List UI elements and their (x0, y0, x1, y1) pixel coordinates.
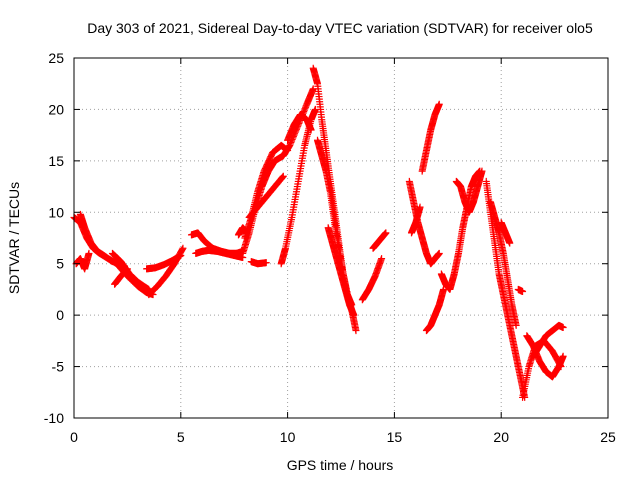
data-point (300, 106, 308, 114)
data-series-arc-31 (514, 285, 527, 295)
data-point (85, 249, 93, 257)
data-series-arc-34 (523, 332, 567, 381)
x-tick-label: 5 (177, 429, 185, 445)
data-series-arc-29 (487, 198, 520, 329)
data-point (108, 258, 116, 266)
x-tick-label: 20 (493, 429, 509, 445)
data-point (506, 239, 514, 247)
data-series-arc-20 (358, 255, 386, 304)
x-tick-label: 25 (600, 429, 616, 445)
data-series-arc-21 (369, 229, 390, 252)
data-point (178, 245, 186, 253)
data-series-arc-27 (407, 203, 424, 237)
y-tick-label: 10 (48, 204, 64, 220)
data-series-arc-3 (72, 249, 93, 273)
data-point (243, 229, 251, 237)
data-point (519, 287, 527, 295)
data-point (279, 172, 287, 180)
y-tick-label: 20 (48, 101, 64, 117)
data-series-arc-28 (482, 177, 529, 401)
data-point (278, 174, 286, 182)
x-tick-label: 10 (280, 429, 296, 445)
data-series-arc-24 (422, 285, 448, 335)
data-series-arc-14 (247, 258, 270, 268)
tick-layer: 0 5 10 15 20 25 -10 -5 0 5 10 15 20 25 (44, 50, 616, 445)
data-series-arc-2 (76, 210, 116, 266)
y-tick-label: 15 (48, 153, 64, 169)
data-point (382, 229, 390, 237)
data-series-arc-19 (324, 224, 358, 319)
data-point (440, 285, 448, 293)
y-tick-label: -10 (44, 410, 64, 426)
data-point (435, 100, 443, 108)
data-series-arc-7 (111, 265, 131, 288)
data-series-arc-9 (192, 246, 247, 262)
data-point (177, 251, 185, 259)
data-point (307, 126, 315, 134)
data-point (179, 244, 187, 252)
data-series-arc-33 (529, 321, 567, 360)
x-tick-label: 0 (70, 429, 78, 445)
plot-frame (73, 57, 609, 419)
data-point (352, 327, 360, 335)
data-point (288, 137, 296, 145)
data-series-arc-30 (497, 219, 514, 247)
y-tick-label: -5 (52, 359, 65, 375)
data-point (262, 259, 270, 267)
data-series-arc-26 (452, 167, 486, 216)
data-layer (70, 64, 567, 401)
data-point (350, 311, 358, 319)
y-tick-label: 5 (56, 256, 64, 272)
data-series-arc-16 (284, 111, 315, 144)
y-tick-label: 0 (56, 307, 64, 323)
data-series-arc-6 (143, 251, 185, 273)
x-axis-title: GPS time / hours (287, 457, 394, 473)
data-point (279, 173, 287, 181)
data-series-arc-12 (245, 172, 287, 221)
y-axis-title: SDTVAR / TECUs (6, 182, 22, 294)
data-point (416, 203, 424, 211)
data-point (478, 167, 486, 175)
data-point (301, 105, 309, 113)
data-point (302, 103, 310, 111)
data-point (286, 140, 294, 148)
data-point (435, 249, 443, 257)
data-point (512, 321, 520, 329)
data-series-arc-4 (108, 249, 153, 293)
x-tick-label: 15 (387, 429, 403, 445)
data-series-arc-13 (234, 224, 251, 239)
data-point (284, 147, 292, 155)
data-point (559, 352, 567, 360)
data-point (559, 323, 567, 331)
data-point (378, 255, 386, 263)
data-point (286, 141, 294, 149)
y-tick-label: 25 (48, 50, 64, 66)
chart-title: Day 303 of 2021, Sidereal Day-to-day VTE… (87, 20, 593, 36)
data-point (123, 265, 131, 273)
data-series-arc-23 (418, 100, 443, 175)
